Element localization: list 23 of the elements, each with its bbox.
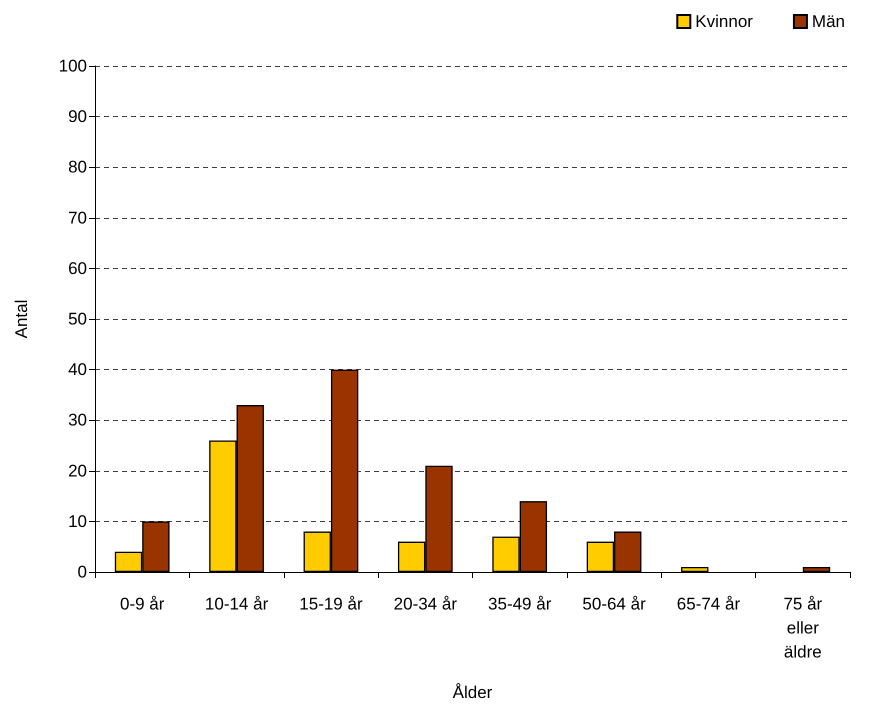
- y-tick-label: 50: [68, 310, 87, 328]
- y-tick-label: 60: [68, 258, 87, 278]
- y-tick-label: 20: [68, 461, 87, 480]
- x-tick-label: 10-14 år: [204, 594, 269, 614]
- legend-label: Kvinnor: [695, 12, 754, 31]
- x-tick-label: 0-9 år: [120, 594, 165, 614]
- x-tick-label: 35-49 år: [488, 594, 552, 614]
- y-tick-label: 40: [68, 360, 87, 380]
- x-axis-title: Ålder: [452, 683, 493, 702]
- x-tick-label: 65-74 år: [676, 594, 740, 614]
- x-tick-label: 50-64 år: [582, 594, 646, 614]
- y-tick-label: 30: [68, 410, 87, 430]
- y-tick-label: 90: [68, 107, 87, 126]
- y-axis-title: Antal: [12, 300, 31, 338]
- legend-label: Män: [812, 12, 846, 31]
- x-tick-label: 15-19 år: [299, 594, 363, 614]
- y-tick-label: 10: [68, 512, 87, 531]
- y-tick-label: 0: [78, 562, 87, 582]
- y-tick-label: 70: [68, 208, 87, 228]
- y-tick-label: 100: [58, 56, 87, 76]
- y-tick-label: 80: [68, 158, 87, 177]
- x-tick-label: 20-34 år: [394, 594, 458, 614]
- x-tick-label: 75 år eller äldre: [783, 594, 823, 662]
